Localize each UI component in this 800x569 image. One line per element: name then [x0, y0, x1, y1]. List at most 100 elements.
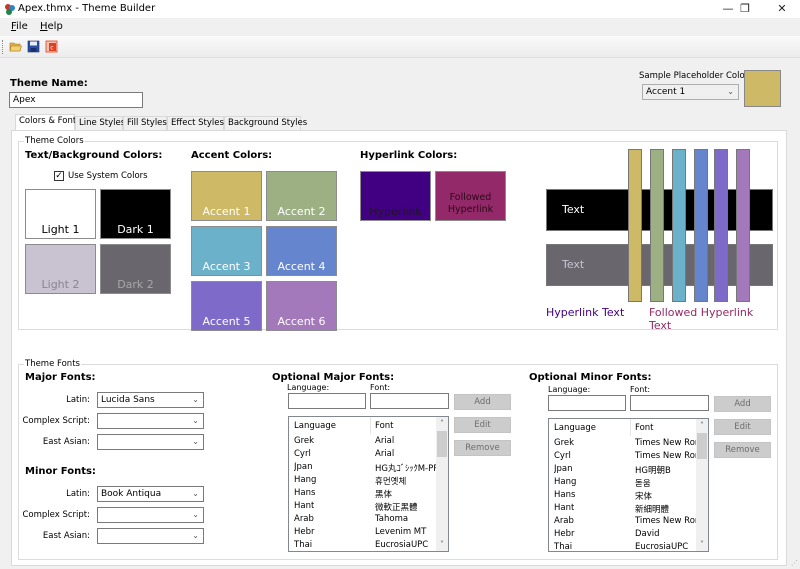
chevron-down-icon: ⌄: [192, 510, 199, 519]
chevron-up-icon[interactable]: ˄: [700, 421, 704, 430]
optional-minor-list[interactable]: Language Font Grek Times New Roman Cyrl Ti…: [548, 418, 709, 552]
resize-grip-icon[interactable]: ⋰: [791, 559, 798, 567]
row-font: EucrosiaUPC: [375, 540, 429, 550]
optional-minor-add-button[interactable]: Add: [714, 396, 771, 412]
optional-minor-edit-button[interactable]: Edit: [714, 419, 771, 435]
major-latin-select[interactable]: Lucida Sans ⌄: [97, 392, 204, 408]
swatch-accent-4[interactable]: Accent 4: [266, 226, 337, 276]
row-language: Hans: [554, 490, 576, 500]
optional-major-language-input[interactable]: [288, 393, 366, 409]
theme-name-input[interactable]: Apex: [9, 92, 143, 108]
column-separator[interactable]: [370, 417, 371, 434]
window-title: Apex.thmx - Theme Builder: [18, 3, 156, 14]
swatch-accent-3-label: Accent 3: [202, 260, 251, 273]
column-font[interactable]: Font: [375, 421, 394, 431]
tab-colors-fonts[interactable]: Colors & Fonts: [15, 114, 81, 130]
major-east-asian-label: East Asian:: [42, 437, 90, 447]
preview-bar-accent-6: [736, 149, 750, 302]
scrollbar-thumb[interactable]: [697, 433, 707, 459]
sample-placeholder-label: Sample Placeholder Color:: [639, 71, 751, 81]
minor-latin-label: Latin:: [66, 489, 90, 499]
row-font: HG丸ｺﾞｼｯｸM-PRO: [375, 464, 437, 474]
preview-followed-hyperlink-text: Followed Hyperlink Text: [649, 306, 754, 332]
sample-placeholder-select[interactable]: Accent 1 ⌄: [642, 84, 739, 100]
chevron-down-icon[interactable]: ˅: [700, 540, 704, 549]
optional-major-add-button[interactable]: Add: [454, 394, 511, 410]
save-disk-icon[interactable]: [27, 40, 40, 53]
row-font: 돋움: [635, 479, 651, 489]
optional-minor-font-input[interactable]: [630, 395, 709, 411]
chevron-down-icon: ⌄: [192, 531, 199, 540]
swatch-followed-hyperlink[interactable]: Followed Hyperlink: [435, 171, 506, 221]
list-scrollbar[interactable]: ˄ ˅: [696, 419, 708, 551]
row-language: Jpan: [294, 462, 313, 472]
row-font: Times New Roman: [635, 451, 697, 461]
preview-hyperlink-text: Hyperlink Text: [546, 306, 625, 319]
row-language: Hans: [294, 488, 316, 498]
preview-bar-accent-2: [650, 149, 664, 302]
swatch-dark-1[interactable]: Dark 1: [100, 189, 171, 239]
column-font[interactable]: Font: [635, 423, 654, 433]
chevron-up-icon[interactable]: ˄: [440, 419, 444, 428]
menu-bar: File Help: [0, 18, 800, 36]
close-button[interactable]: ✕: [777, 2, 787, 15]
row-language: Hebr: [294, 527, 315, 537]
column-language[interactable]: Language: [294, 421, 336, 431]
swatch-accent-6[interactable]: Accent 6: [266, 281, 337, 331]
minimize-button[interactable]: —: [722, 2, 734, 15]
major-east-asian-select[interactable]: ⌄: [97, 434, 204, 450]
accent-colors-heading: Accent Colors:: [191, 150, 273, 161]
tab-fill-styles[interactable]: Fill Styles: [123, 116, 167, 130]
optional-major-remove-button[interactable]: Remove: [454, 440, 511, 456]
chevron-down-icon[interactable]: ˅: [440, 540, 444, 549]
minor-latin-select[interactable]: Book Antiqua ⌄: [97, 486, 204, 502]
office-logo-icon[interactable]: c: [45, 40, 58, 53]
optional-major-font-input[interactable]: [370, 393, 449, 409]
use-system-colors-checkbox[interactable]: ✓: [54, 171, 64, 181]
menu-help[interactable]: Help: [40, 21, 63, 32]
swatch-accent-5[interactable]: Accent 5: [191, 281, 262, 331]
swatch-accent-4-label: Accent 4: [277, 260, 326, 273]
optional-major-list[interactable]: Language Font Grek Arial Cyrl Arial Jpan HG…: [288, 416, 449, 552]
row-language: Grek: [554, 438, 575, 448]
column-language[interactable]: Language: [554, 423, 596, 433]
swatch-hyperlink[interactable]: Hyperlink: [360, 171, 431, 221]
menu-file-mnemonic: F: [11, 21, 17, 32]
preview-text-dark2: Text: [562, 258, 585, 271]
row-language: Arab: [294, 514, 314, 524]
major-complex-label: Complex Script:: [22, 416, 90, 426]
optional-major-language-label: Language:: [287, 383, 330, 392]
chevron-down-icon: ⌄: [192, 395, 199, 404]
column-separator[interactable]: [630, 419, 631, 436]
minor-east-asian-select[interactable]: ⌄: [97, 528, 204, 544]
swatch-dark-2[interactable]: Dark 2: [100, 244, 171, 294]
swatch-light-1[interactable]: Light 1: [25, 189, 96, 239]
row-font: Arial: [375, 436, 395, 446]
swatch-accent-1[interactable]: Accent 1: [191, 171, 262, 221]
tab-effect-styles[interactable]: Effect Styles: [167, 116, 224, 130]
restore-button[interactable]: ❐: [740, 2, 750, 15]
swatch-accent-2[interactable]: Accent 2: [266, 171, 337, 221]
tab-line-styles[interactable]: Line Styles: [75, 116, 125, 130]
list-scrollbar[interactable]: ˄ ˅: [436, 417, 448, 551]
chevron-down-icon: ⌄: [192, 437, 199, 446]
tab-background-styles[interactable]: Background Styles: [224, 116, 307, 130]
swatch-light-2[interactable]: Light 2: [25, 244, 96, 294]
major-complex-select[interactable]: ⌄: [97, 413, 204, 429]
menu-file[interactable]: File: [11, 21, 28, 32]
scrollbar-thumb[interactable]: [437, 431, 447, 457]
swatch-accent-3[interactable]: Accent 3: [191, 226, 262, 276]
folder-open-icon[interactable]: [9, 40, 22, 53]
client-area: Theme Name: Apex Sample Placeholder Colo…: [0, 58, 800, 569]
swatch-accent-5-label: Accent 5: [202, 315, 251, 328]
optional-minor-language-input[interactable]: [548, 395, 626, 411]
hyperlink-colors-heading: Hyperlink Colors:: [360, 150, 458, 161]
row-font: EucrosiaUPC: [635, 542, 689, 552]
optional-minor-font-label: Font:: [630, 385, 651, 394]
text-bg-colors-heading: Text/Background Colors:: [25, 150, 163, 161]
minor-complex-select[interactable]: ⌄: [97, 507, 204, 523]
optional-minor-remove-button[interactable]: Remove: [714, 442, 771, 458]
optional-major-edit-button[interactable]: Edit: [454, 417, 511, 433]
swatch-accent-6-label: Accent 6: [277, 315, 326, 328]
toolbar-grip[interactable]: [2, 40, 4, 54]
